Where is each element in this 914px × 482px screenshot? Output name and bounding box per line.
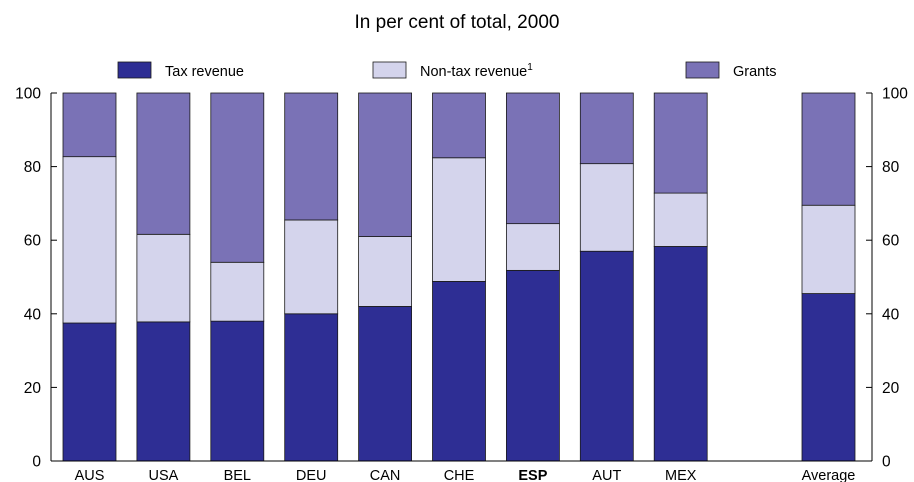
y-tick-label-left-20: 20 — [24, 380, 42, 397]
y-tick-label-left-80: 80 — [24, 159, 42, 176]
bar-CHE-series-2 — [432, 92, 486, 159]
x-tick-label-AUS: AUS — [75, 468, 105, 482]
x-tick-label-BEL: BEL — [224, 468, 251, 482]
x-tick-label-CHE: CHE — [444, 468, 475, 482]
bar-ESP-series-1 — [505, 223, 560, 271]
legend-swatch-2 — [685, 61, 720, 79]
y-tick-label-right-20: 20 — [882, 380, 900, 397]
bar-CAN-series-0 — [358, 306, 413, 462]
bar-AUS-series-1 — [62, 156, 117, 324]
y-tick-label-right-100: 100 — [882, 86, 908, 103]
legend-footnote-marker: 1 — [527, 62, 533, 73]
legend-label-1: Non-tax revenue1 — [420, 62, 533, 80]
bar-CHE-series-0 — [432, 281, 486, 462]
bar-AUT-series-0 — [579, 250, 634, 462]
bar-Average-series-2 — [801, 92, 856, 206]
bar-AUS-series-0 — [62, 322, 117, 462]
bar-BEL-series-2 — [210, 92, 265, 263]
bar-ESP-series-0 — [505, 269, 560, 462]
y-tick-label-right-80: 80 — [882, 159, 900, 176]
chart-title: In per cent of total, 2000 — [354, 12, 560, 33]
legend-label-2: Grants — [733, 64, 777, 80]
x-tick-label-MEX: MEX — [665, 468, 697, 482]
legend-label-0: Tax revenue — [165, 64, 244, 80]
bar-DEU-series-1 — [284, 219, 339, 315]
x-tick-label-Average: Average — [802, 468, 856, 482]
bar-Average-series-0 — [801, 293, 856, 462]
bar-MEX-series-1 — [653, 192, 708, 247]
x-tick-label-ESP: ESP — [518, 468, 547, 482]
bar-USA-series-1 — [136, 233, 191, 323]
bar-AUT-series-2 — [579, 92, 634, 165]
y-tick-label-right-60: 60 — [882, 233, 900, 250]
y-tick-label-left-40: 40 — [24, 306, 42, 323]
y-tick-label-left-60: 60 — [24, 233, 42, 250]
bar-USA-series-2 — [136, 92, 191, 235]
y-tick-label-left-100: 100 — [15, 86, 41, 103]
x-tick-label-CAN: CAN — [370, 468, 401, 482]
y-tick-label-left-0: 0 — [32, 454, 41, 471]
y-tick-label-right-40: 40 — [882, 306, 900, 323]
y-tick-label-right-0: 0 — [882, 454, 891, 471]
bar-CHE-series-1 — [432, 157, 486, 282]
legend-swatch-1 — [372, 61, 407, 79]
x-tick-label-AUT: AUT — [592, 468, 621, 482]
bar-USA-series-0 — [136, 321, 191, 462]
x-tick-label-DEU: DEU — [296, 468, 327, 482]
bar-DEU-series-2 — [284, 92, 339, 221]
bar-AUT-series-1 — [579, 163, 634, 252]
bar-CAN-series-2 — [358, 92, 413, 237]
bar-CAN-series-1 — [358, 236, 413, 307]
bar-BEL-series-1 — [210, 261, 265, 322]
bar-MEX-series-0 — [653, 246, 708, 462]
x-tick-label-USA: USA — [148, 468, 178, 482]
legend-swatch-0 — [117, 61, 152, 79]
bar-MEX-series-2 — [653, 92, 708, 194]
bar-BEL-series-0 — [210, 320, 265, 462]
bar-Average-series-1 — [801, 204, 856, 294]
bar-DEU-series-0 — [284, 313, 339, 462]
bar-AUS-series-2 — [62, 92, 117, 158]
bar-ESP-series-2 — [505, 92, 560, 225]
